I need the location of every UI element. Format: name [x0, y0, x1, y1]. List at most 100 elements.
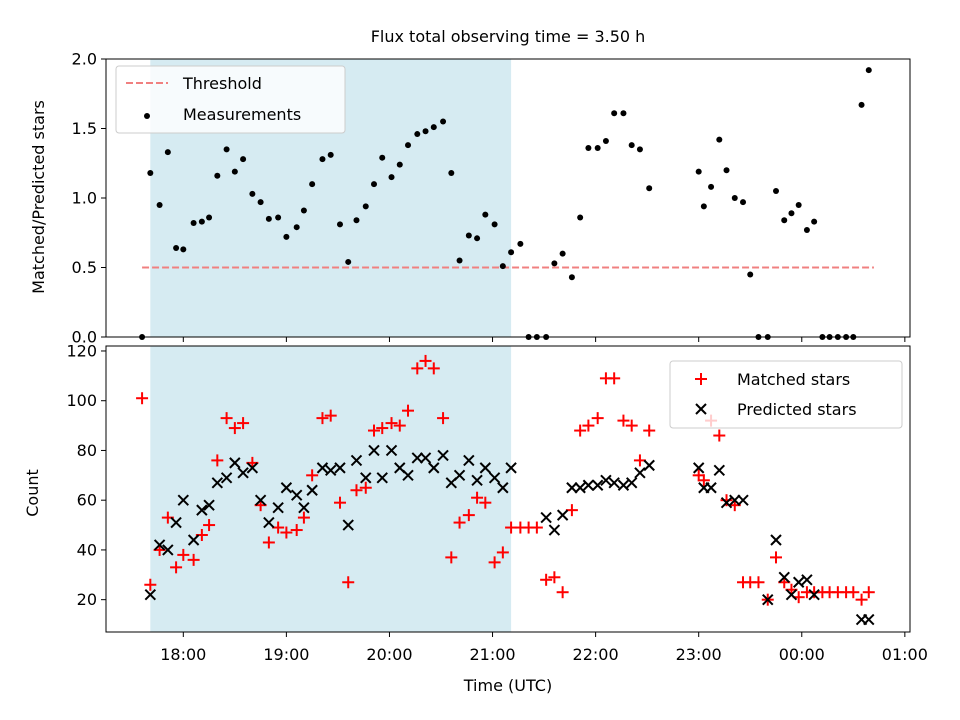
predicted-star-stroke [177, 494, 190, 506]
legend-matched-label: Matched stars [737, 370, 850, 389]
matched-star-point [496, 546, 509, 559]
predicted-star-stroke [419, 452, 432, 464]
predicted-star-point [625, 477, 638, 489]
matched-star-point [479, 496, 492, 509]
measurement-point [559, 250, 566, 257]
measurement-point [231, 168, 238, 175]
measurement-point [240, 156, 247, 163]
legend-measurement-marker [144, 113, 150, 119]
predicted-star-stroke [203, 499, 215, 511]
predicted-star-point [334, 462, 346, 474]
matched-star-point [625, 419, 638, 432]
predicted-star-stroke [705, 482, 717, 494]
measurement-point [568, 274, 575, 281]
y-tick-label: 60 [77, 491, 97, 510]
measurement-point [517, 240, 524, 247]
matched-star-point [855, 593, 868, 606]
measurement-point [773, 188, 779, 195]
predicted-star-point [479, 462, 492, 474]
top-legend: Threshold Measurements [115, 65, 346, 134]
x-tick-label: 01:00 [882, 645, 928, 664]
matched-star-point [342, 576, 355, 589]
predicted-star-point [729, 494, 741, 506]
legend-threshold-label: Threshold [182, 74, 262, 93]
predicted-star-stroke [778, 571, 790, 583]
predicted-star-point [582, 479, 595, 491]
y-tick-label: 120 [66, 341, 97, 360]
measurement-point [723, 167, 730, 174]
predicted-star-stroke [153, 539, 166, 551]
predicted-star-markers [144, 444, 875, 626]
matched-star-point [419, 354, 432, 367]
predicted-star-point [471, 474, 483, 487]
top-x-ticks [182, 337, 906, 342]
measurement-point [781, 217, 788, 224]
predicted-star-stroke [505, 462, 517, 474]
predicted-star-point [385, 444, 398, 457]
measurement-point [265, 215, 272, 222]
measurement-point [156, 201, 163, 208]
measurement-point [180, 246, 187, 253]
matched-star-point [617, 414, 630, 427]
predicted-star-stroke [762, 593, 774, 606]
predicted-star-stroke [237, 467, 249, 479]
measurement-point [371, 181, 377, 188]
measurement-point [345, 258, 352, 265]
measurement-point [731, 195, 738, 201]
measurement-point [249, 190, 256, 197]
predicted-star-stroke [246, 462, 259, 474]
predicted-star-point [290, 489, 303, 501]
measurement-point [206, 214, 213, 221]
predicted-star-point [574, 482, 586, 494]
predicted-star-stroke [863, 613, 875, 626]
predicted-star-stroke [574, 482, 586, 494]
bottom-x-ticks: 18:00 19:00 20:00 21:00 22:00 23:00 00:00 01:00 [160, 632, 928, 664]
predicted-star-stroke [600, 474, 612, 487]
top-axes-frame [105, 58, 911, 338]
measurement-point [708, 183, 715, 190]
predicted-star-stroke [770, 534, 782, 546]
matched-star-point [633, 454, 646, 467]
matched-star-point [713, 429, 726, 442]
y-tick-label: 1.0 [72, 189, 97, 208]
matched-star-point [393, 419, 406, 432]
predicted-star-point [376, 472, 388, 484]
predicted-star-point [316, 462, 329, 474]
predicted-star-point [762, 593, 774, 606]
predicted-star-point [617, 479, 630, 491]
predicted-star-point [360, 472, 372, 484]
matched-star-point [306, 469, 319, 482]
predicted-star-stroke [488, 472, 501, 484]
predicted-star-stroke [625, 477, 638, 489]
predicted-star-stroke [334, 462, 346, 474]
matched-star-point [324, 409, 337, 422]
predicted-star-stroke [368, 444, 380, 457]
predicted-star-point [220, 472, 233, 484]
predicted-star-stroke [220, 472, 233, 484]
predicted-star-stroke [540, 511, 552, 524]
predicted-star-stroke [801, 574, 813, 586]
predicted-star-point [453, 469, 466, 482]
matched-star-point [488, 556, 501, 569]
matched-star-point [591, 412, 604, 425]
matched-star-point [187, 553, 200, 566]
predicted-star-stroke [187, 534, 200, 546]
predicted-star-point [272, 501, 284, 514]
predicted-star-stroke [411, 452, 423, 464]
predicted-star-stroke [566, 482, 578, 494]
predicted-star-point [402, 469, 414, 482]
predicted-star-point [808, 588, 820, 601]
bottom-y-ticks: 20 40 60 80 100 120 [66, 341, 106, 609]
x-tick-label: 23:00 [676, 645, 722, 664]
predicted-star-point [342, 519, 354, 531]
matched-star-point [170, 561, 183, 574]
predicted-star-point [643, 459, 655, 472]
predicted-star-point [203, 499, 215, 511]
measurement-points [139, 67, 872, 340]
predicted-star-point [177, 494, 190, 506]
predicted-star-stroke [170, 516, 182, 529]
measurement-point [353, 217, 360, 224]
predicted-star-stroke [428, 462, 440, 474]
y-tick-label: 1.5 [72, 119, 97, 138]
